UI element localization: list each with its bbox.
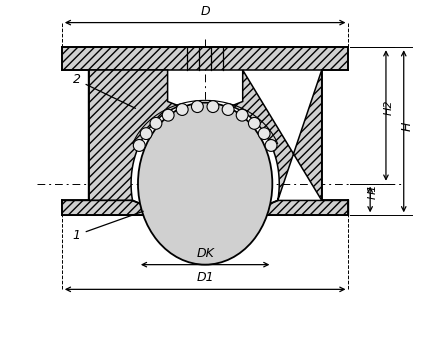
Circle shape: [176, 104, 188, 115]
Text: 1: 1: [73, 211, 143, 241]
Circle shape: [258, 128, 270, 140]
Circle shape: [265, 140, 277, 151]
Circle shape: [133, 140, 145, 151]
Circle shape: [236, 109, 248, 121]
Text: H: H: [400, 122, 413, 131]
Circle shape: [150, 118, 162, 129]
Circle shape: [140, 128, 152, 140]
Text: D1: D1: [196, 271, 214, 284]
Circle shape: [207, 101, 219, 113]
Circle shape: [191, 101, 203, 113]
Polygon shape: [62, 200, 167, 215]
Text: DK: DK: [196, 247, 214, 260]
Circle shape: [222, 104, 234, 115]
Text: H1: H1: [368, 184, 378, 199]
Polygon shape: [89, 70, 179, 200]
Text: D: D: [201, 5, 210, 18]
Text: H2: H2: [384, 100, 394, 115]
Polygon shape: [231, 70, 322, 200]
Polygon shape: [62, 47, 348, 70]
Circle shape: [162, 109, 174, 121]
Text: 2: 2: [73, 73, 136, 108]
Circle shape: [249, 118, 260, 129]
Ellipse shape: [138, 102, 272, 265]
Polygon shape: [243, 200, 348, 215]
